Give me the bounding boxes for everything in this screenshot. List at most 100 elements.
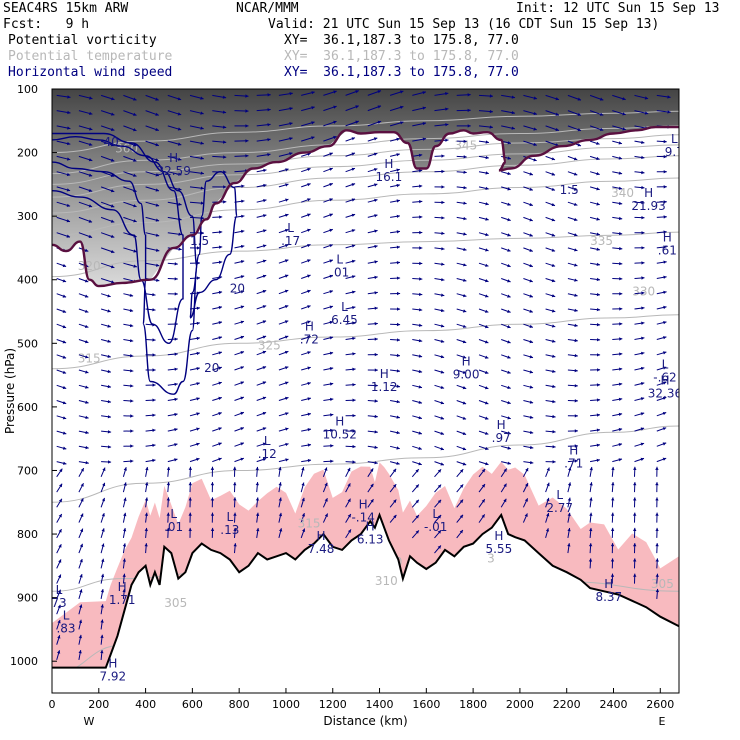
wind-vector-head [329,367,334,371]
wind-vector-head [155,203,160,207]
wind-vector-head [352,321,356,325]
wind-vector [612,110,626,116]
wind-vector [100,558,105,569]
wind-vector-head [641,336,645,340]
wind-vector [434,247,445,251]
pv-marker-value: 10.52 [323,428,357,442]
wind-vector-head [437,484,442,488]
wind-vector-head [641,351,645,355]
wind-vector [589,527,593,538]
wind-vector-head [240,427,244,431]
theta-inline-label: 3 [487,552,495,566]
wind-vector [78,528,84,539]
wind-vector [212,396,222,401]
wind-vector [545,262,556,267]
wind-vector-head [485,462,489,466]
wind-vector-head [484,401,489,405]
wind-vector-head [240,351,244,355]
wind-vector [189,351,200,356]
wind-vector-head [233,482,237,486]
wind-vector [456,323,467,328]
wind-vector-head [233,466,237,470]
wind-vector-head [374,183,378,187]
wind-vector-head [419,261,423,266]
wind-vector [278,305,289,310]
wind-vector [188,466,192,477]
wind-vector [390,307,401,311]
wind-vector-head [618,443,622,447]
wind-vector [188,512,192,523]
wind-vector [367,137,378,142]
wind-vector [278,107,293,112]
wind-vector-head [589,527,593,532]
wind-vector-head [462,462,467,466]
wind-vector [478,278,489,283]
wind-vector-head [551,294,556,298]
wind-vector [478,293,489,298]
wind-vector-head [110,204,115,208]
wind-vector [233,497,237,508]
wind-vector [145,232,160,237]
wind-vector-head [278,497,282,501]
wind-vector [478,415,489,420]
wind-vector-head [633,512,637,516]
wind-vector [301,366,311,371]
wind-vector [301,458,312,463]
wind-vector-head [155,112,159,116]
pv-marker-kind: H [660,373,669,387]
pv-marker: L2.77 [546,488,573,515]
x-tick-label: 2200 [553,698,581,711]
wind-vector [56,461,67,465]
wind-vector-head [66,219,70,223]
wind-vector-head [58,559,62,563]
wind-vector [633,558,637,569]
wind-vector-head [145,482,149,486]
wind-vector [478,308,489,313]
wind-vector [145,171,160,177]
wind-vector-head [284,274,289,278]
wind-vector [145,443,156,447]
wind-vector [167,382,178,386]
wind-vector-head [400,90,404,94]
wind-vector [390,230,401,234]
wind-vector [101,445,112,449]
wind-vector [589,247,601,251]
wind-vector-head [440,385,445,389]
wind-vector [255,512,260,523]
x-tick-label: 1400 [366,698,394,711]
wind-vector-head [596,443,600,447]
wind-vector [567,232,578,237]
wind-vector-head [218,457,222,461]
wind-vector [234,351,245,356]
wind-vector [523,460,534,465]
wind-vector [545,186,556,191]
wind-vector-head [256,528,260,532]
wind-vector [212,155,227,159]
wind-vector [278,366,289,371]
wind-vector-head [374,291,378,295]
wind-vector-head [85,445,89,450]
theta-label-340: 340 [611,186,634,200]
wind-vector-head [89,96,93,100]
wind-vector [478,247,489,252]
stratosphere-shading [52,89,679,287]
wind-vector [412,415,423,420]
wind-vector [78,445,89,450]
wind-vector [434,461,445,466]
wind-vector [78,339,89,344]
wind-vector-head [489,125,493,129]
wind-vector-head [618,186,623,190]
wind-vector-head [485,416,489,420]
wind-vector [478,171,489,175]
wind-vector-head [89,111,93,115]
wind-vector-head [351,167,355,171]
wind-vector-head [330,428,334,432]
pv-marker-value: 21.93 [631,199,665,213]
wind-vector-head [577,143,581,147]
wind-vector-head [633,497,637,501]
wind-vector [301,259,311,264]
wind-vector-head [440,324,445,328]
wind-vector [256,229,267,234]
wind-vector [123,459,134,463]
x-tick-label: 1600 [412,698,440,711]
